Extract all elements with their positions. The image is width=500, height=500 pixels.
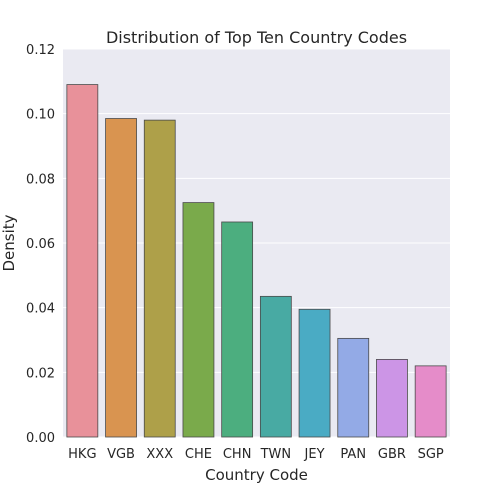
bar-chn (221, 221, 254, 438)
y-tick-label: 0.12 (26, 43, 55, 58)
y-tick-label: 0.02 (26, 366, 55, 381)
x-tick-label: SGP (418, 447, 444, 462)
y-tick-label: 0.00 (26, 431, 55, 446)
bar-hkg (66, 84, 99, 438)
x-tick-label: CHN (223, 447, 252, 462)
bar-sgp (414, 365, 447, 438)
x-tick-label: VGB (107, 447, 135, 462)
bar-gbr (376, 358, 408, 438)
bar-vgb (105, 118, 137, 438)
x-tick-label: HKG (68, 447, 96, 462)
chart-title: Distribution of Top Ten Country Codes (106, 28, 407, 47)
y-tick-label: 0.08 (26, 172, 55, 187)
bar-jey (298, 308, 331, 438)
x-tick-label: TWN (260, 447, 292, 462)
x-tick-label: PAN (340, 447, 366, 462)
bar-xxx (143, 119, 176, 438)
bars (66, 84, 447, 438)
y-tick-label: 0.10 (26, 108, 55, 123)
x-axis-label: Country Code (205, 466, 308, 484)
x-tick-label: GBR (378, 447, 406, 462)
x-tick-label: CHE (185, 447, 212, 462)
y-tick-label: 0.04 (26, 302, 55, 317)
x-tick-label: JEY (304, 447, 325, 462)
y-axis-label: Density (0, 214, 18, 271)
y-tick-labels: 0.00 0.02 0.04 0.06 0.08 0.10 0.12 (26, 43, 55, 446)
bar-pan (337, 337, 370, 438)
x-tick-labels: HKG VGB XXX CHE CHN TWN JEY PAN GBR SGP (68, 447, 444, 462)
x-tick-label: XXX (146, 447, 173, 462)
y-tick-label: 0.06 (26, 237, 55, 252)
bar-twn (259, 295, 292, 438)
bar-che (182, 202, 215, 438)
